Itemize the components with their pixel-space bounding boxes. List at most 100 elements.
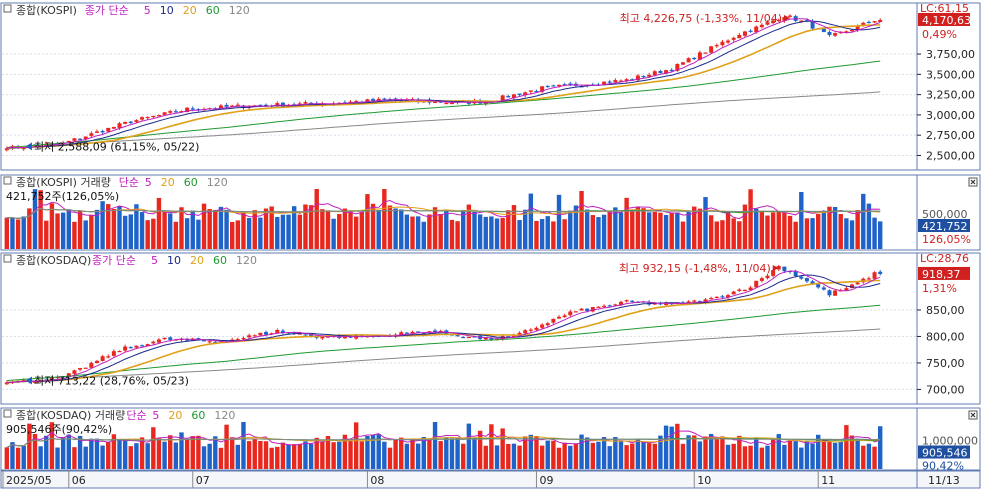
kospi-vol-volume-bar <box>849 220 855 249</box>
kosdaq-candle-body <box>185 339 190 341</box>
kosdaq-candle-body <box>275 330 280 334</box>
x-axis-strip <box>0 470 981 489</box>
kosdaq-vol-volume-bar <box>151 427 156 469</box>
kospi-vol-volume-bar <box>455 221 460 249</box>
kosdaq-vol-close-icon <box>970 412 976 418</box>
kospi-vol-volume-bar <box>117 205 122 249</box>
kosdaq-vol-volume-bar <box>782 444 787 469</box>
kospi-vol-volume-bar <box>376 209 381 249</box>
kospi-candle-body <box>179 111 184 113</box>
kospi-candle-body <box>100 131 105 133</box>
kospi-vol-value-badge <box>918 219 970 232</box>
kospi-vol-ref-label: 500,000 <box>922 208 968 221</box>
kospi-vol-volume-bar <box>213 209 218 249</box>
kospi-legend-period-10: 10 <box>160 4 174 17</box>
kospi-candle-body <box>720 41 725 46</box>
x-axis-right-label: 11/13 <box>928 474 960 487</box>
kospi-vol-volume-bar <box>190 210 195 249</box>
kosdaq-vol-volume-bar <box>252 439 257 469</box>
kosdaq-candle-body <box>720 296 725 298</box>
kosdaq-vol-volume-bar <box>799 447 804 469</box>
kosdaq-candle-body <box>151 341 156 344</box>
kospi-candle-body <box>630 79 635 81</box>
kosdaq-candle-body <box>410 331 415 334</box>
kosdaq-vol-volume-bar <box>646 443 652 469</box>
kosdaq-vol-volume-bar <box>844 425 849 469</box>
kospi-vol-volume-bar <box>241 212 246 249</box>
kospi-candle-body <box>855 25 860 31</box>
kospi-candle-body <box>449 102 454 105</box>
kosdaq-candle-body <box>624 300 629 302</box>
kospi-vol-volume-bar <box>658 212 663 249</box>
kosdaq-vol-ref-label: 1,000,000 <box>922 435 978 448</box>
kospi-vol-volume-bar <box>100 201 105 249</box>
kosdaq-candle-body <box>258 332 263 336</box>
kospi-candle-body <box>128 121 133 123</box>
kospi-candle-body <box>557 84 562 87</box>
kospi-vol-volume-bar <box>387 205 393 249</box>
kosdaq-candle-body <box>709 298 714 300</box>
kosdaq-vol-volume-bar <box>145 443 150 469</box>
kospi-candle-body <box>382 98 387 100</box>
kospi-vol-volume-bar <box>94 209 100 249</box>
kosdaq-vol-badge-value: 905,546 <box>922 447 968 460</box>
kospi-candle-body <box>607 81 612 83</box>
kosdaq-vol-volume-bar <box>173 442 179 469</box>
kosdaq-y-tick-label: 800,00 <box>926 330 965 343</box>
kosdaq-candle-body <box>765 275 770 279</box>
kosdaq-vol-volume-bar <box>314 437 319 469</box>
kospi-candle-body <box>692 57 697 60</box>
kospi-vol-volume-bar <box>708 215 714 249</box>
kosdaq-candle-body <box>658 303 663 305</box>
kosdaq-candle-body <box>579 308 584 311</box>
kospi-vol-volume-bar <box>83 220 88 249</box>
kosdaq-candle-body <box>241 337 246 340</box>
kospi-vol-close-icon <box>970 179 976 185</box>
kospi-vol-volume-bar <box>579 190 584 249</box>
kosdaq-vol-volume-bar <box>759 447 765 469</box>
kosdaq-candle-body <box>573 311 578 313</box>
kosdaq-vol-volume-bar <box>308 443 314 469</box>
kospi-candle-body <box>545 85 550 88</box>
kosdaq-vol-volume-bar <box>432 422 438 469</box>
kospi-vol-volume-bar <box>111 209 117 249</box>
kosdaq-vol-volume-bar <box>235 444 241 469</box>
kosdaq-vol-volume-bar <box>675 423 680 469</box>
kospi-candle-body <box>168 111 173 113</box>
kosdaq-vol-volume-bar <box>325 436 331 469</box>
kospi-candle-body <box>765 22 770 25</box>
kosdaq-vol-volume-bar <box>506 444 511 469</box>
kosdaq-vol-volume-bar <box>353 422 359 469</box>
kospi-candle-body <box>788 15 793 17</box>
kosdaq-candle-body <box>89 362 94 368</box>
kospi-legend-name: 종합(KOSPI) <box>16 4 77 17</box>
kosdaq-legend-period-60: 60 <box>213 254 227 267</box>
kosdaq-vol-volume-bar <box>370 434 376 469</box>
kospi-vol-volume-bar <box>280 214 286 249</box>
kospi-vol-volume-bar <box>122 215 128 249</box>
kosdaq-vol-volume-bar <box>742 446 748 469</box>
kospi-lc-label: LC:61,15 <box>920 2 969 15</box>
kosdaq-candle-body <box>55 376 60 379</box>
kosdaq-vol-volume-bar <box>286 444 291 469</box>
kosdaq-vol-volume-bar <box>117 440 122 469</box>
kosdaq-vol-volume-bar <box>584 437 590 469</box>
kosdaq-candle-body <box>613 304 618 306</box>
kospi-vol-volume-bar <box>66 209 71 249</box>
kosdaq-candle-body <box>810 281 815 284</box>
kosdaq-vol-volume-bar <box>359 441 364 469</box>
kospi-vol-legend-name: 종합(KOSPI) 거래량 <box>16 176 111 189</box>
kosdaq-candle-body <box>162 337 167 340</box>
kospi-vol-volume-bar <box>692 206 697 249</box>
kospi-candle-body <box>134 120 139 123</box>
kospi-candle-body <box>528 90 533 92</box>
kospi-vol-volume-bar <box>545 216 550 249</box>
kospi-vol-volume-bar <box>675 212 680 249</box>
kosdaq-legend-checkbox <box>3 254 12 263</box>
kosdaq-candle-body <box>145 344 150 346</box>
kospi-candle-body <box>500 95 505 102</box>
kospi-vol-volume-bar <box>168 213 173 249</box>
kospi-vol-volume-bar <box>866 203 872 249</box>
